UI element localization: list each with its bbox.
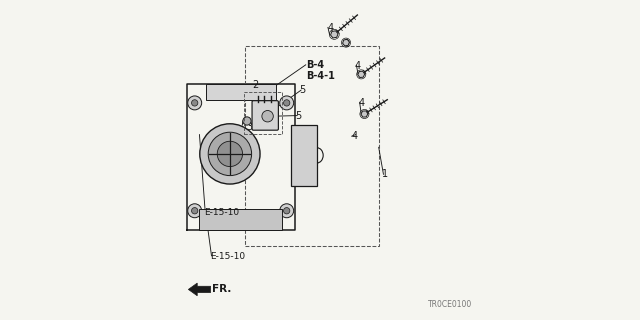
Circle shape — [284, 100, 290, 106]
Circle shape — [191, 208, 198, 214]
Bar — [206, 84, 276, 100]
Circle shape — [188, 96, 202, 110]
Text: 4: 4 — [352, 131, 358, 141]
Text: 5: 5 — [295, 111, 301, 121]
Circle shape — [284, 208, 290, 214]
Circle shape — [208, 132, 252, 176]
Text: TR0CE0100: TR0CE0100 — [428, 300, 472, 309]
Circle shape — [243, 117, 251, 125]
Circle shape — [200, 124, 260, 184]
Circle shape — [280, 96, 294, 110]
Circle shape — [217, 141, 243, 167]
Text: E-15-10: E-15-10 — [204, 208, 239, 217]
Text: 3: 3 — [246, 122, 253, 132]
Bar — [200, 209, 282, 230]
Bar — [291, 125, 317, 186]
Text: B-4-1: B-4-1 — [306, 71, 335, 81]
Polygon shape — [330, 31, 338, 38]
Polygon shape — [342, 39, 349, 46]
Text: 1: 1 — [382, 169, 388, 179]
Text: 4: 4 — [355, 61, 361, 71]
Polygon shape — [358, 71, 365, 77]
Text: 4: 4 — [358, 98, 364, 108]
Text: 4: 4 — [328, 23, 334, 33]
Circle shape — [191, 100, 198, 106]
Text: FR.: FR. — [212, 284, 232, 294]
FancyBboxPatch shape — [252, 101, 278, 130]
Circle shape — [188, 204, 202, 218]
Polygon shape — [361, 111, 368, 117]
Circle shape — [262, 110, 273, 122]
Text: 5: 5 — [300, 85, 306, 95]
Text: 2: 2 — [252, 80, 258, 91]
Polygon shape — [188, 283, 211, 296]
Text: E-15-10: E-15-10 — [211, 252, 246, 261]
Text: B-4: B-4 — [306, 60, 324, 70]
Circle shape — [280, 204, 294, 218]
